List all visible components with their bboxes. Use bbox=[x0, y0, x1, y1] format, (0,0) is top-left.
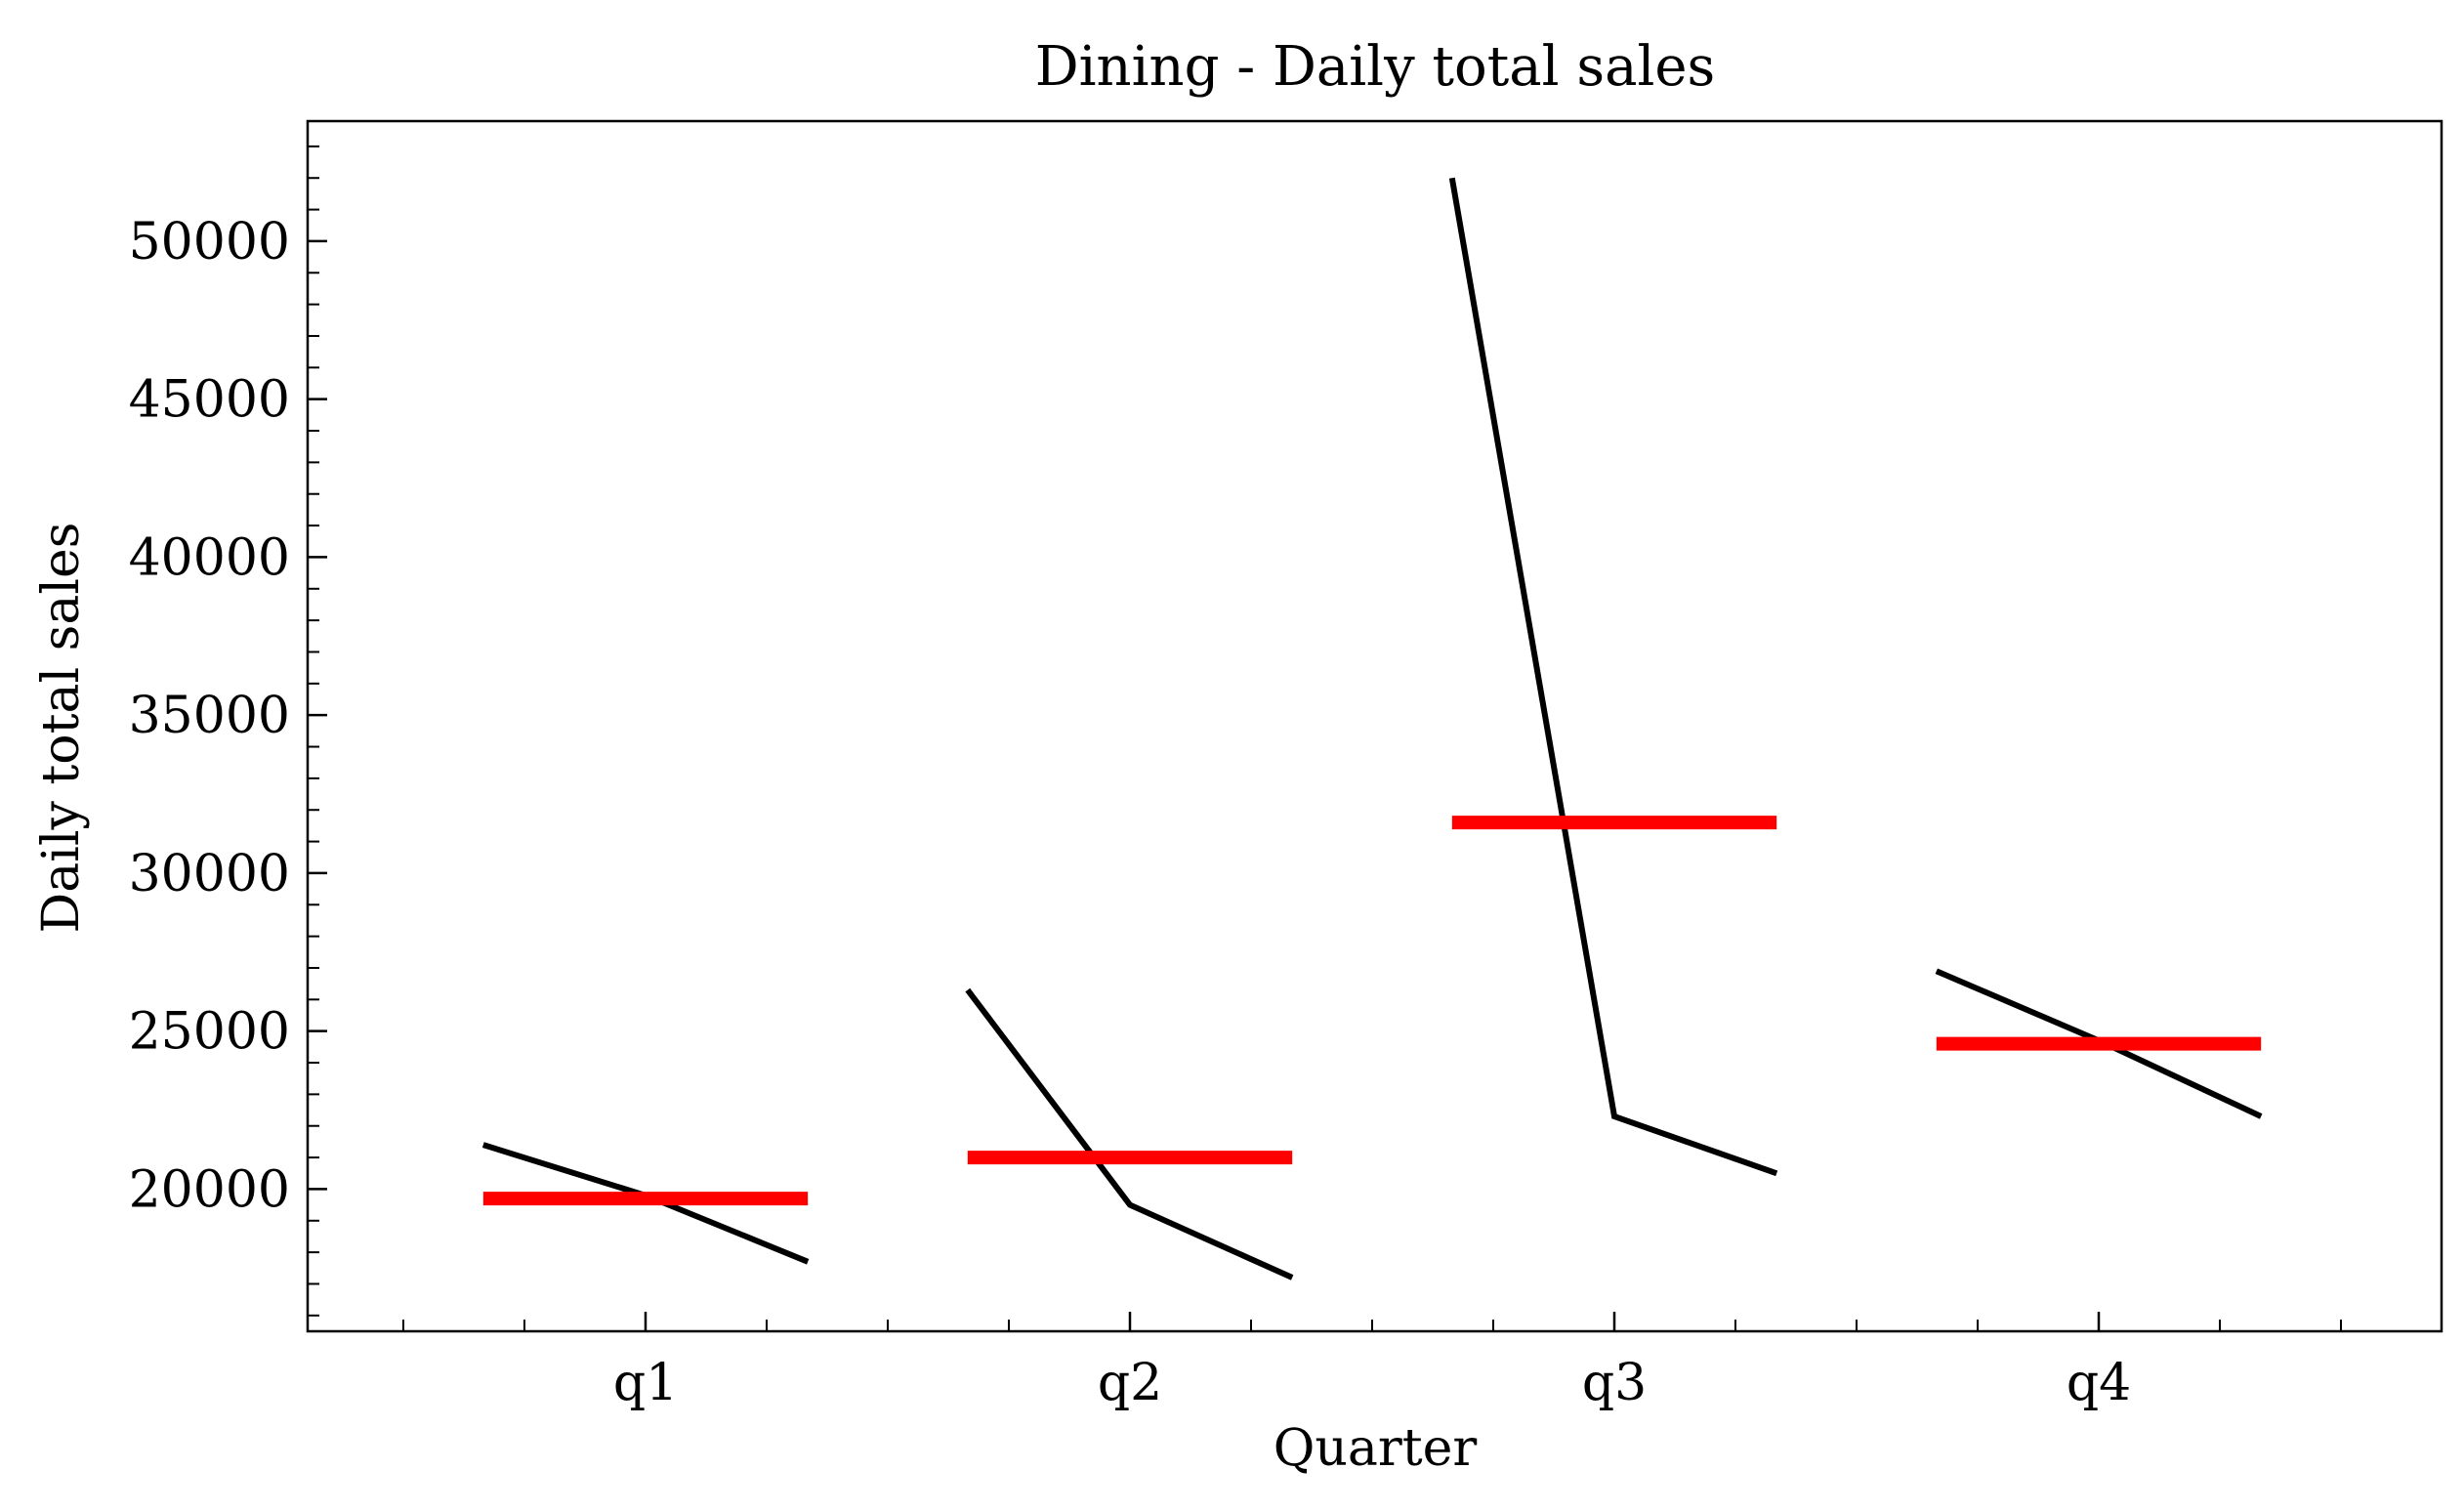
series-line-q3 bbox=[1448, 177, 1778, 1177]
y-tick-label: 50000 bbox=[129, 213, 290, 272]
y-tick-label: 20000 bbox=[129, 1160, 290, 1219]
y-tick-labels: 20000 25000 30000 35000 40000 45000 50000 bbox=[129, 213, 290, 1219]
x-axis-label: Quarter bbox=[1274, 1419, 1478, 1478]
x-tick-label-q4: q4 bbox=[2067, 1354, 2131, 1412]
series-line-q2 bbox=[965, 987, 1294, 1280]
x-tick-label-q1: q1 bbox=[613, 1354, 678, 1412]
x-tick-labels: q1 q2 q3 q4 bbox=[613, 1354, 2131, 1412]
y-tick-label: 40000 bbox=[129, 528, 290, 587]
chart-title: Dining - Daily total sales bbox=[1035, 35, 1716, 99]
y-axis-label: Daily total sales bbox=[32, 523, 91, 934]
y-tick-label: 45000 bbox=[129, 371, 290, 430]
y-tick-label: 35000 bbox=[129, 687, 290, 745]
x-tick-label-q2: q2 bbox=[1098, 1354, 1162, 1412]
plot-marks bbox=[481, 177, 2263, 1280]
plot-frame bbox=[306, 119, 2443, 1333]
y-tick-label: 25000 bbox=[129, 1003, 290, 1062]
axis-ticks bbox=[308, 145, 2342, 1331]
y-tick-label: 30000 bbox=[129, 845, 290, 903]
x-tick-label-q3: q3 bbox=[1582, 1354, 1647, 1412]
